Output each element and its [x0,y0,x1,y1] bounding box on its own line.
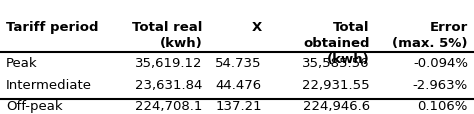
Text: Error
(max. 5%): Error (max. 5%) [392,21,468,49]
Text: 35,619.12: 35,619.12 [136,57,203,70]
Text: Peak: Peak [6,57,38,70]
Text: 22,931.55: 22,931.55 [302,78,370,91]
Text: -0.094%: -0.094% [413,57,468,70]
Text: X: X [252,21,262,33]
Text: -2.963%: -2.963% [413,78,468,91]
Text: 44.476: 44.476 [216,78,262,91]
Text: 23,631.84: 23,631.84 [136,78,203,91]
Text: Total real
(kwh): Total real (kwh) [132,21,203,49]
Text: 224,946.6: 224,946.6 [302,99,370,112]
Text: 0.106%: 0.106% [418,99,468,112]
Text: Off-peak: Off-peak [6,99,63,112]
Text: Tariff period: Tariff period [6,21,99,33]
Text: 54.735: 54.735 [215,57,262,70]
Text: 137.21: 137.21 [215,99,262,112]
Text: Total
obtained
(kwh): Total obtained (kwh) [303,21,370,65]
Text: 224,708.1: 224,708.1 [136,99,203,112]
Text: Intermediate: Intermediate [6,78,92,91]
Text: 35,585.56: 35,585.56 [302,57,370,70]
